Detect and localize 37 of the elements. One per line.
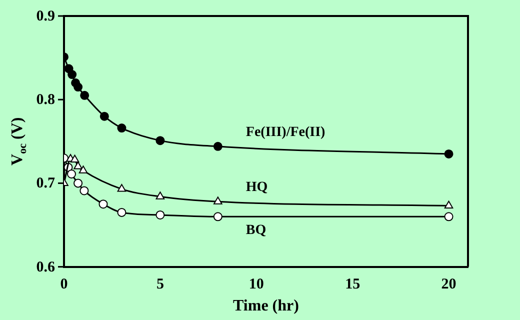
point [80, 186, 89, 196]
point [100, 112, 109, 121]
point [214, 196, 222, 204]
point [213, 212, 222, 222]
x-tick-label: 0 [60, 276, 68, 293]
point [74, 178, 83, 188]
y-tick-label: 0.7 [36, 176, 56, 192]
point [68, 70, 77, 80]
point [213, 142, 222, 151]
series-label: Fe(III)/Fe(II) [246, 125, 326, 140]
point [444, 212, 454, 222]
y-tick-label: 0.8 [36, 92, 55, 108]
point [80, 90, 90, 100]
point [444, 149, 454, 158]
point [156, 192, 165, 200]
series-label: BQ [246, 223, 266, 238]
series-label: HQ [246, 180, 268, 196]
x-axis-title: Time (hr) [233, 298, 299, 315]
point [117, 184, 126, 192]
point [78, 166, 88, 174]
x-tick-label: 5 [156, 276, 164, 293]
point [70, 154, 80, 163]
y-axis-title: Voc (V) [9, 117, 29, 166]
point [117, 124, 126, 133]
point [74, 82, 83, 92]
x-tick-label: 15 [345, 276, 360, 293]
x-tick-label: 20 [441, 276, 456, 293]
point [98, 200, 108, 209]
point [117, 208, 126, 217]
point [156, 136, 165, 146]
point [156, 210, 165, 220]
point [444, 200, 454, 209]
y-tick-label: 0.9 [36, 8, 55, 24]
point [67, 170, 76, 179]
y-tick-label: 0.6 [36, 259, 56, 276]
point [74, 161, 82, 170]
x-tick-label: 10 [248, 276, 264, 293]
